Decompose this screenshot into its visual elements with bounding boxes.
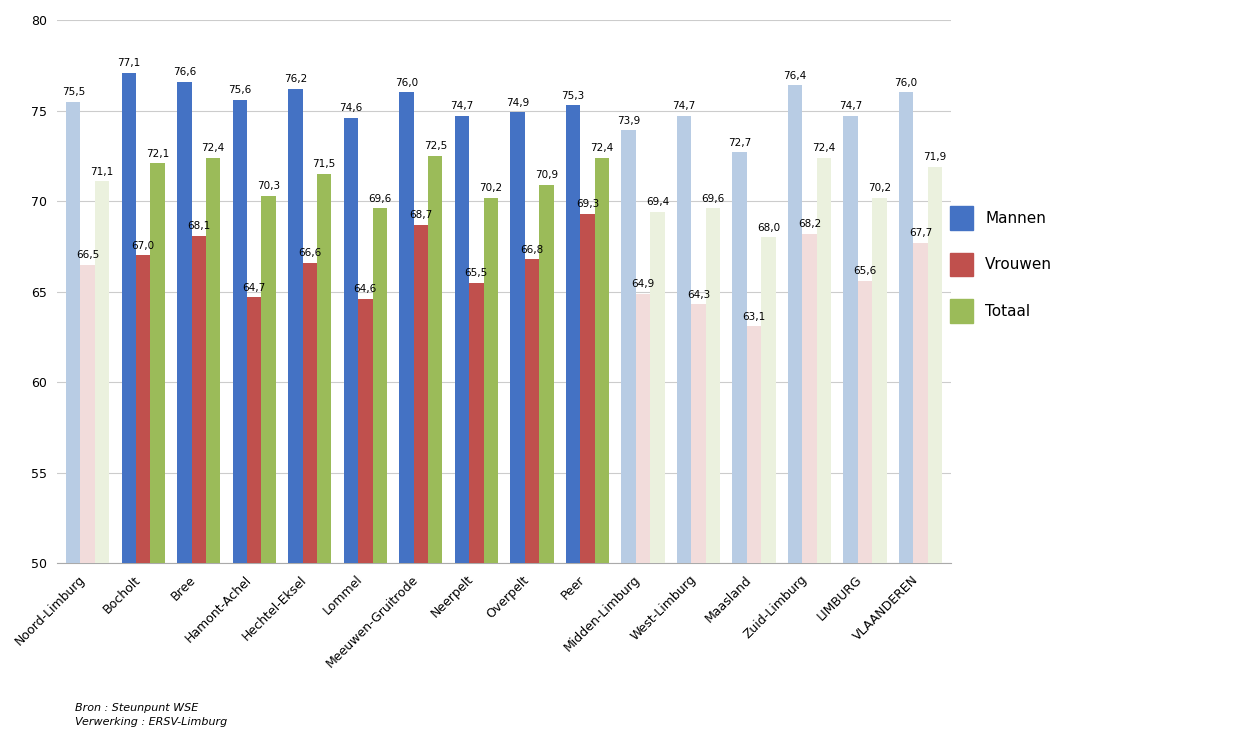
Text: 64,7: 64,7 bbox=[243, 283, 265, 292]
Bar bbox=[455, 116, 470, 564]
Bar bbox=[594, 157, 609, 564]
Text: 71,1: 71,1 bbox=[91, 167, 113, 176]
Text: 69,6: 69,6 bbox=[701, 194, 724, 204]
Text: 69,4: 69,4 bbox=[645, 198, 669, 208]
Text: 76,0: 76,0 bbox=[895, 78, 918, 88]
Text: 76,2: 76,2 bbox=[284, 74, 307, 85]
Text: 76,6: 76,6 bbox=[173, 67, 196, 77]
Bar bbox=[787, 85, 802, 564]
Bar bbox=[95, 182, 110, 564]
Bar bbox=[802, 234, 816, 564]
Bar bbox=[705, 208, 720, 564]
Text: 72,1: 72,1 bbox=[146, 149, 169, 159]
Text: Verwerking : ERSV-Limburg: Verwerking : ERSV-Limburg bbox=[75, 717, 227, 728]
Text: 73,9: 73,9 bbox=[617, 116, 640, 126]
Bar bbox=[483, 198, 498, 564]
Text: 65,6: 65,6 bbox=[854, 266, 877, 276]
Text: 64,6: 64,6 bbox=[354, 284, 378, 295]
Text: Bron : Steunpunt WSE: Bron : Steunpunt WSE bbox=[75, 703, 198, 713]
Text: 70,9: 70,9 bbox=[535, 171, 558, 180]
Text: 69,3: 69,3 bbox=[576, 199, 599, 209]
Text: 70,3: 70,3 bbox=[257, 182, 280, 191]
Text: 74,7: 74,7 bbox=[839, 101, 862, 112]
Bar bbox=[206, 157, 221, 564]
Text: 70,2: 70,2 bbox=[480, 183, 502, 193]
Bar bbox=[288, 89, 303, 564]
Text: 72,7: 72,7 bbox=[728, 138, 751, 148]
Text: 65,5: 65,5 bbox=[465, 268, 488, 278]
Bar bbox=[373, 208, 388, 564]
Text: 68,1: 68,1 bbox=[187, 221, 211, 231]
Bar bbox=[151, 163, 164, 564]
Bar bbox=[872, 198, 887, 564]
Bar bbox=[470, 283, 483, 564]
Bar bbox=[844, 116, 857, 564]
Bar bbox=[622, 130, 635, 564]
Bar bbox=[857, 281, 872, 564]
Text: 74,7: 74,7 bbox=[673, 101, 695, 112]
Bar bbox=[692, 305, 705, 564]
Text: 76,4: 76,4 bbox=[784, 71, 806, 81]
Legend: Mannen, Vrouwen, Totaal: Mannen, Vrouwen, Totaal bbox=[942, 198, 1059, 330]
Text: 67,0: 67,0 bbox=[132, 241, 155, 251]
Bar bbox=[761, 238, 776, 564]
Bar bbox=[429, 156, 442, 564]
Bar bbox=[192, 235, 206, 564]
Bar bbox=[566, 105, 581, 564]
Bar bbox=[581, 214, 594, 564]
Text: 66,8: 66,8 bbox=[521, 244, 543, 254]
Text: 72,4: 72,4 bbox=[202, 143, 224, 153]
Text: 74,9: 74,9 bbox=[506, 98, 530, 108]
Text: 66,6: 66,6 bbox=[298, 248, 321, 258]
Text: 68,2: 68,2 bbox=[797, 219, 821, 229]
Bar bbox=[733, 152, 746, 564]
Text: 72,4: 72,4 bbox=[812, 143, 836, 153]
Bar bbox=[316, 174, 331, 564]
Text: 63,1: 63,1 bbox=[743, 311, 765, 321]
Bar bbox=[303, 262, 316, 564]
Text: 72,4: 72,4 bbox=[591, 143, 613, 153]
Text: 70,2: 70,2 bbox=[868, 183, 891, 193]
Bar bbox=[913, 243, 928, 564]
Bar bbox=[525, 259, 540, 564]
Bar bbox=[136, 255, 151, 564]
Bar bbox=[81, 265, 95, 564]
Bar bbox=[540, 185, 553, 564]
Bar bbox=[414, 225, 429, 564]
Bar bbox=[399, 93, 414, 564]
Bar bbox=[928, 167, 942, 564]
Text: 71,5: 71,5 bbox=[313, 160, 336, 169]
Text: 75,3: 75,3 bbox=[562, 90, 584, 101]
Text: 68,7: 68,7 bbox=[409, 210, 432, 220]
Bar bbox=[66, 101, 81, 564]
Text: 67,7: 67,7 bbox=[910, 228, 932, 238]
Bar bbox=[746, 326, 761, 564]
Text: 74,7: 74,7 bbox=[450, 101, 473, 112]
Bar bbox=[898, 93, 913, 564]
Bar bbox=[511, 112, 525, 564]
Text: 76,0: 76,0 bbox=[395, 78, 417, 88]
Bar bbox=[816, 157, 831, 564]
Text: 69,6: 69,6 bbox=[368, 194, 391, 204]
Bar bbox=[358, 299, 373, 564]
Text: 74,6: 74,6 bbox=[339, 104, 363, 113]
Bar bbox=[177, 82, 192, 564]
Text: 66,5: 66,5 bbox=[76, 250, 100, 260]
Bar bbox=[247, 297, 262, 564]
Text: 72,5: 72,5 bbox=[424, 141, 447, 152]
Bar bbox=[344, 118, 358, 564]
Bar bbox=[233, 100, 247, 564]
Text: 77,1: 77,1 bbox=[117, 58, 141, 68]
Bar bbox=[262, 195, 275, 564]
Text: 75,5: 75,5 bbox=[61, 87, 85, 97]
Bar bbox=[677, 116, 692, 564]
Text: 64,3: 64,3 bbox=[687, 290, 710, 300]
Text: 64,9: 64,9 bbox=[632, 279, 654, 289]
Bar bbox=[635, 294, 650, 564]
Text: 75,6: 75,6 bbox=[228, 85, 252, 95]
Text: 71,9: 71,9 bbox=[923, 152, 947, 162]
Bar bbox=[122, 72, 136, 564]
Bar bbox=[650, 212, 664, 564]
Text: 68,0: 68,0 bbox=[756, 223, 780, 233]
